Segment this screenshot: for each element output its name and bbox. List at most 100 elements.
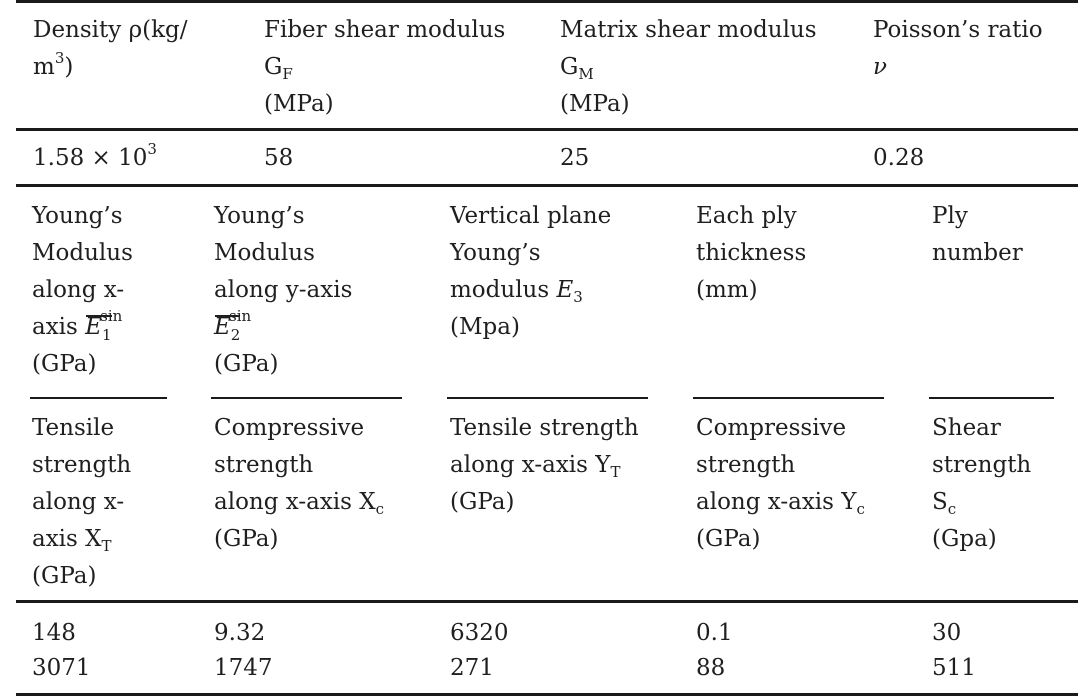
row2-shear-strength: 511 [932, 655, 976, 681]
header-youngs-y: Young’s Modulus along y-axis E2 sin (GPa) [214, 198, 352, 383]
header-compressive-y-line2: strength [696, 452, 796, 478]
header-ply-number-line1: Ply [932, 203, 968, 229]
header-youngs-vertical-sub: 3 [573, 288, 583, 306]
header-matrix-shear-subscript: M [578, 65, 594, 83]
header-youngs-y-sym: E [214, 314, 231, 340]
header-ply-thickness-line3: (mm) [696, 277, 758, 303]
header-shear-strength: Shear strength Sc (Gpa) [932, 410, 1031, 558]
header-youngs-x-sup: sin [100, 307, 123, 325]
top-rule [16, 0, 1078, 3]
row1-youngs-x: 148 [32, 620, 76, 646]
value-density-exp: 3 [147, 140, 157, 158]
header-tensile-y-sym: along x-axis Y [450, 452, 611, 478]
header-youngs-x-sym: E [85, 314, 102, 340]
header-youngs-y-sup: sin [229, 307, 252, 325]
header-ply-thickness-line1: Each ply [696, 203, 797, 229]
header-tensile-x-sub: T [101, 537, 112, 555]
header-youngs-vertical-sym: E [556, 277, 574, 303]
header-ply-number-line2: number [932, 240, 1023, 266]
row1-ply-number: 30 [932, 620, 962, 646]
row2-compressive-y: 88 [696, 655, 726, 681]
header-youngs-y-line3: along y-axis [214, 277, 353, 303]
header-tensile-x-line3: along x- [32, 489, 125, 515]
header-compressive-x: Compressive strength along x-axis Xc (GP… [214, 410, 384, 558]
header-tensile-x-unit: (GPa) [32, 563, 97, 589]
header-ply-number: Ply number [932, 198, 1023, 272]
header-shear-strength-line1: Shear [932, 415, 1001, 441]
header-density-unit-base: m [33, 54, 55, 80]
header-fiber-shear-symbol: G [264, 54, 283, 80]
header-youngs-y-symbol: E2 sin [214, 307, 251, 348]
header-shear-strength-sym: S [932, 489, 948, 515]
row2-tensile-x: 3071 [32, 655, 91, 681]
header-compressive-x-unit: (GPa) [214, 526, 279, 552]
header-compressive-y-sym: along x-axis Y [696, 489, 857, 515]
subrule-col5 [929, 397, 1054, 399]
header-youngs-x: Young’s Modulus along x- axis E1 sin (GPa… [32, 198, 133, 383]
row1-ply-thickness: 0.1 [696, 620, 733, 646]
value-fiber-shear: 58 [264, 145, 294, 171]
rule-table1-bottom [16, 184, 1078, 187]
header-matrix-shear-symbol: G [560, 54, 579, 80]
header-tensile-x-sym: axis X [32, 526, 102, 552]
header-compressive-x-sym: along x-axis X [214, 489, 376, 515]
header-compressive-x-line1: Compressive [214, 415, 365, 441]
header-shear-strength-unit: (Gpa) [932, 526, 997, 552]
header-youngs-x-symbol: E1 sin [85, 307, 122, 348]
header-youngs-vertical-modulus-prefix: modulus [450, 277, 557, 303]
header-compressive-y-sub: c [856, 500, 865, 518]
header-fiber-shear-label: Fiber shear modulus [264, 17, 506, 43]
value-matrix-shear: 25 [560, 145, 590, 171]
header-youngs-vertical-line1: Vertical plane [450, 203, 612, 229]
header-compressive-x-line2: strength [214, 452, 314, 478]
row2-tensile-y: 271 [450, 655, 494, 681]
header-poisson-label: Poisson’s ratio [873, 17, 1043, 43]
header-matrix-shear: Matrix shear modulus GM (MPa) [560, 12, 817, 123]
header-youngs-x-sub: 1 [101, 326, 112, 344]
row2-compressive-x: 1747 [214, 655, 273, 681]
header-fiber-shear-unit: (MPa) [264, 91, 334, 117]
value-poisson: 0.28 [873, 145, 925, 171]
header-shear-strength-sub: c [947, 500, 957, 518]
header-density-unit-end: ) [64, 54, 74, 80]
header-ply-thickness-line2: thickness [696, 240, 807, 266]
subrule-col3 [447, 397, 648, 399]
header-youngs-vertical: Vertical plane Young’s modulus E3 (Mpa) [450, 198, 611, 346]
value-density: 1.58 × 103 [33, 140, 157, 179]
header-rule-table2 [16, 600, 1078, 603]
bottom-rule [16, 693, 1078, 696]
header-tensile-y-sub: T [610, 463, 621, 481]
header-tensile-y-unit: (GPa) [450, 489, 515, 515]
header-tensile-y-line1: Tensile strength [450, 415, 639, 441]
header-compressive-y-line1: Compressive [696, 415, 847, 441]
header-tensile-x: Tensile strength along x- axis XT (GPa) [32, 410, 131, 595]
header-poisson: Poisson’s ratio ν [873, 12, 1043, 86]
header-matrix-shear-label: Matrix shear modulus [560, 17, 817, 43]
header-fiber-shear-subscript: F [282, 65, 293, 83]
header-youngs-x-line3: along x- [32, 277, 125, 303]
header-tensile-y: Tensile strength along x-axis YT (GPa) [450, 410, 639, 521]
header-youngs-y-line1: Young’s [214, 203, 305, 229]
header-fiber-shear: Fiber shear modulus GF (MPa) [264, 12, 505, 123]
header-poisson-symbol: ν [873, 54, 887, 80]
header-compressive-x-sub: c [375, 500, 385, 518]
value-density-base: 1.58 × 10 [33, 145, 148, 171]
header-compressive-y-unit: (GPa) [696, 526, 761, 552]
header-youngs-vertical-line2: Young’s [450, 240, 541, 266]
header-youngs-y-line2: Modulus [214, 240, 315, 266]
header-youngs-y-unit: (GPa) [214, 351, 279, 377]
header-density-line1: Density ρ(kg/ [33, 17, 188, 43]
header-density-unit-exp: 3 [54, 49, 65, 67]
header-youngs-x-axis-prefix: axis [32, 314, 86, 340]
subrule-col4 [693, 397, 884, 399]
header-youngs-x-unit: (GPa) [32, 351, 97, 377]
header-compressive-y: Compressive strength along x-axis Yc (GP… [696, 410, 865, 558]
row1-youngs-y: 9.32 [214, 620, 266, 646]
header-ply-thickness: Each ply thickness (mm) [696, 198, 806, 309]
header-tensile-x-line1: Tensile [32, 415, 115, 441]
header-matrix-shear-unit: (MPa) [560, 91, 630, 117]
subrule-col2 [211, 397, 402, 399]
header-youngs-y-sub: 2 [230, 326, 241, 344]
header-youngs-x-line1: Young’s [32, 203, 123, 229]
header-rule-table1 [16, 128, 1078, 131]
